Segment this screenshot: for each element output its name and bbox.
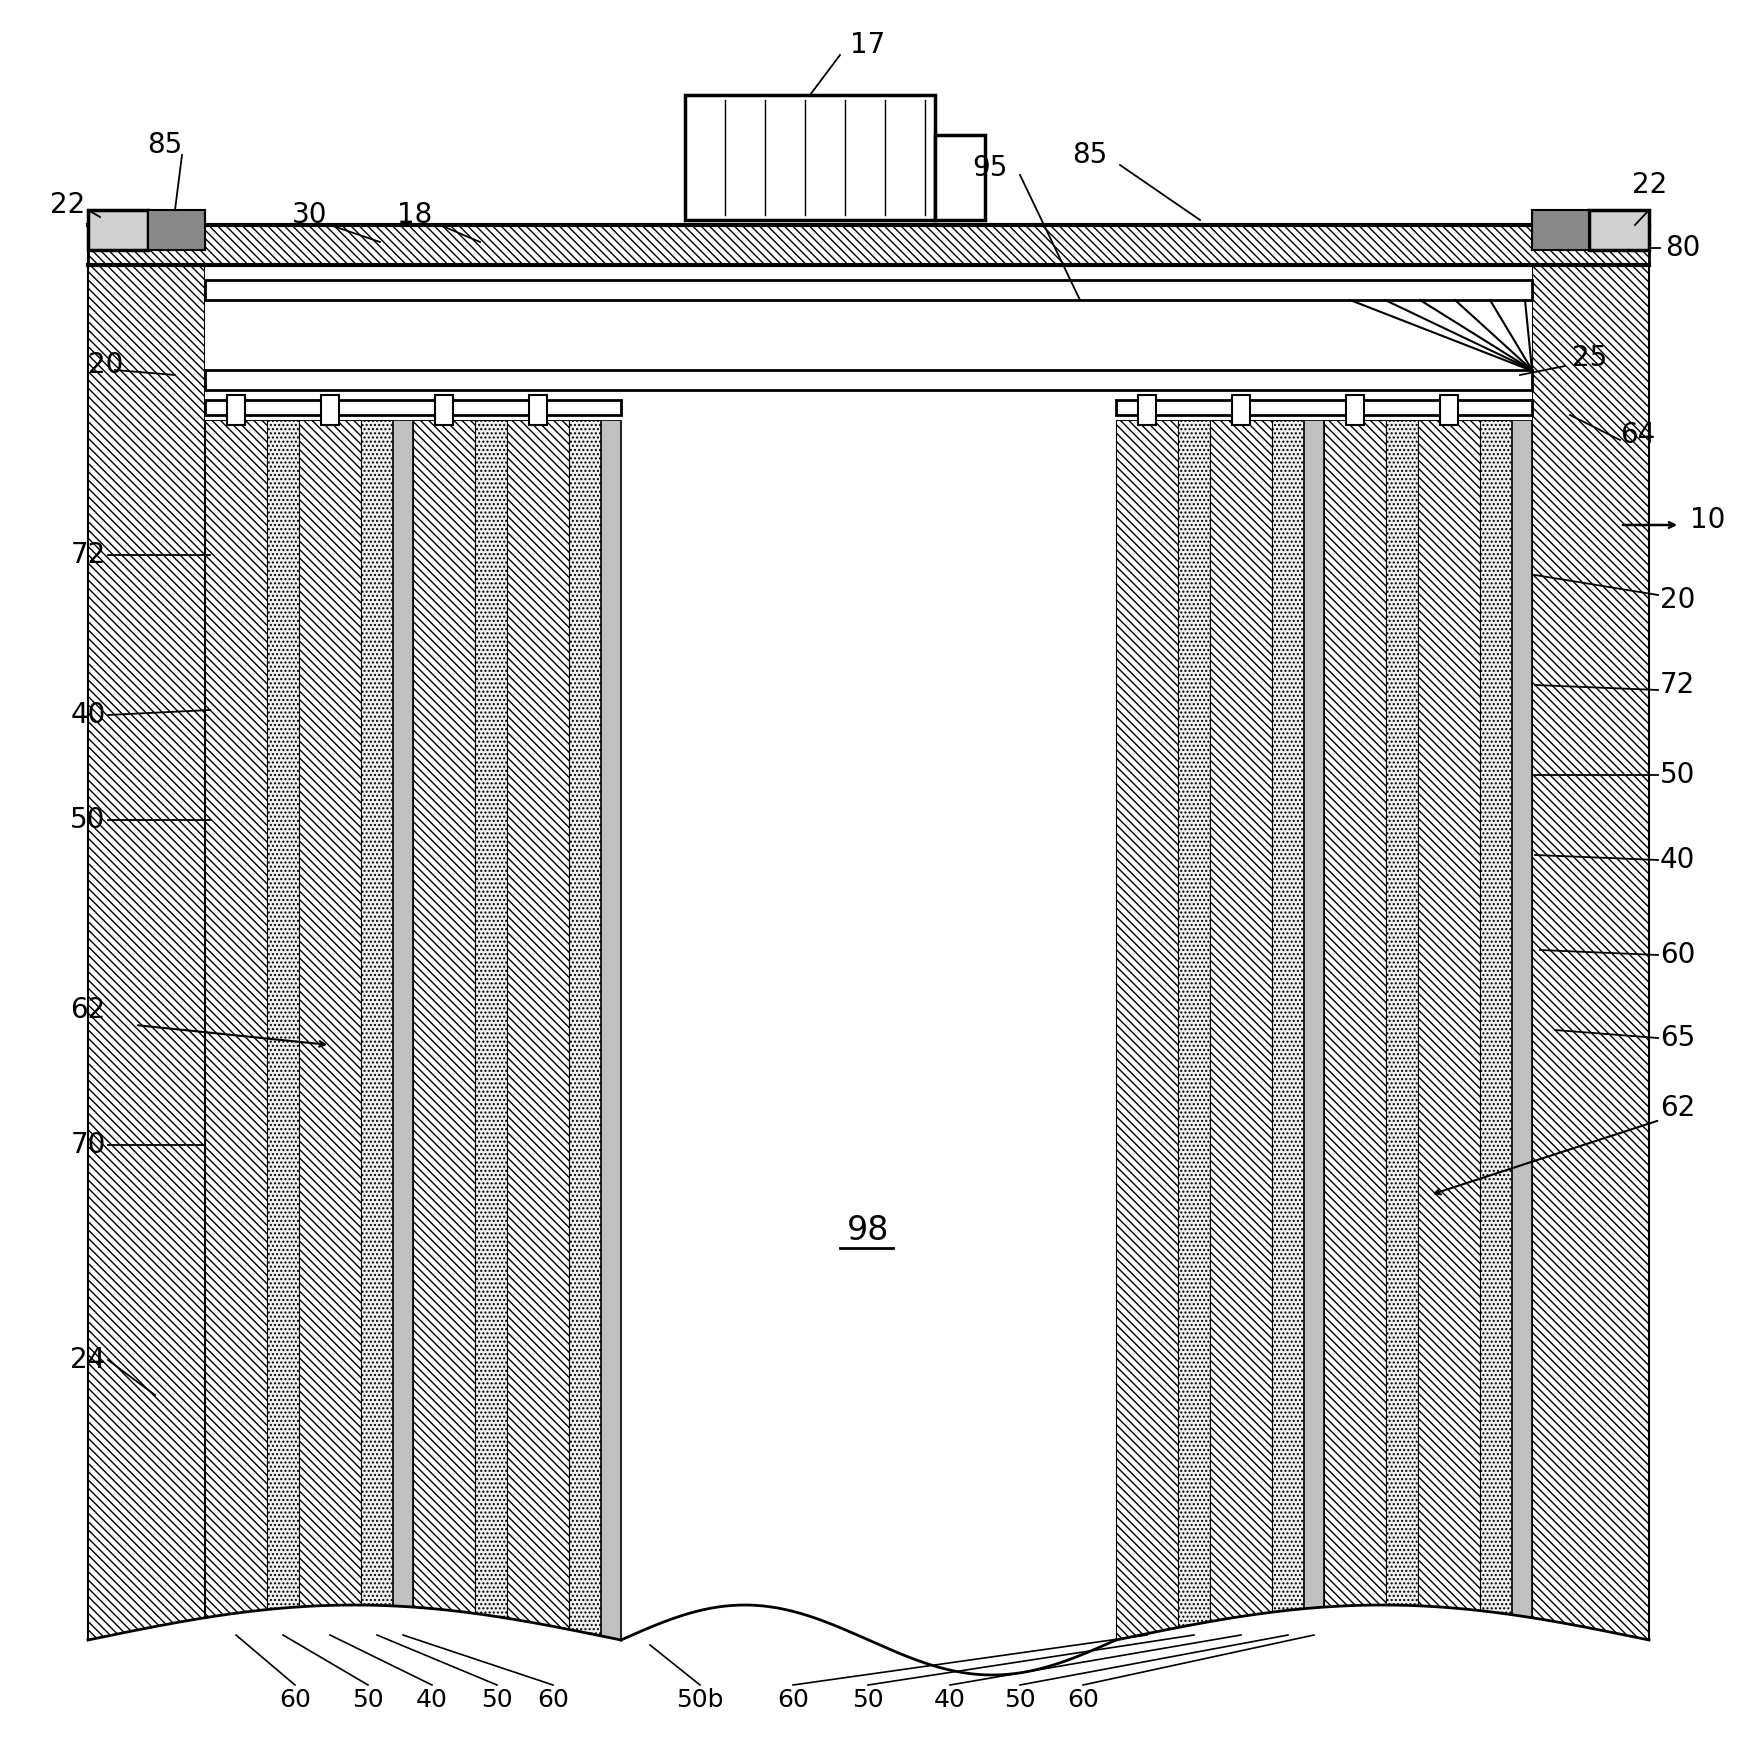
Bar: [205, 421, 267, 1639]
Text: 40: 40: [935, 1689, 966, 1712]
Bar: [205, 264, 1532, 421]
Text: 20: 20: [89, 350, 123, 379]
Text: 22: 22: [1633, 171, 1668, 199]
Bar: [89, 225, 1648, 264]
Bar: [507, 421, 570, 1639]
Bar: [474, 421, 507, 1639]
Text: 50: 50: [853, 1689, 884, 1712]
Bar: [1440, 394, 1457, 424]
Bar: [148, 210, 205, 250]
Bar: [205, 400, 622, 416]
Text: 60: 60: [280, 1689, 311, 1712]
Bar: [267, 421, 299, 1639]
Bar: [1589, 210, 1648, 250]
Bar: [1532, 231, 1648, 1639]
Bar: [1178, 421, 1211, 1639]
Bar: [1386, 421, 1417, 1639]
Text: 50: 50: [353, 1689, 384, 1712]
Text: 17: 17: [851, 32, 886, 60]
Text: 60: 60: [537, 1689, 570, 1712]
Bar: [413, 421, 474, 1639]
Bar: [1271, 421, 1304, 1639]
Text: 98: 98: [848, 1213, 889, 1247]
Text: 50: 50: [481, 1689, 512, 1712]
Bar: [299, 421, 361, 1639]
Text: 40: 40: [417, 1689, 448, 1712]
Text: 70: 70: [69, 1131, 106, 1159]
Text: 65: 65: [1661, 1023, 1695, 1051]
Bar: [1532, 210, 1589, 250]
Text: 85: 85: [1072, 141, 1108, 169]
Text: 30: 30: [292, 201, 328, 229]
Bar: [622, 421, 1115, 1639]
Bar: [361, 421, 393, 1639]
Text: 60: 60: [776, 1689, 809, 1712]
Text: 72: 72: [1661, 671, 1695, 699]
Bar: [1511, 421, 1532, 1639]
Text: 62: 62: [71, 997, 106, 1023]
Text: 40: 40: [1661, 845, 1695, 873]
Text: 50b: 50b: [676, 1689, 724, 1712]
Bar: [1115, 400, 1532, 416]
Text: 10: 10: [1690, 505, 1725, 534]
Bar: [570, 421, 601, 1639]
Bar: [1480, 421, 1511, 1639]
Bar: [1304, 421, 1324, 1639]
Text: 72: 72: [71, 541, 106, 569]
Bar: [1346, 394, 1364, 424]
Text: 50: 50: [1661, 761, 1695, 789]
Text: 40: 40: [69, 701, 106, 729]
Bar: [205, 370, 1532, 389]
Bar: [393, 421, 413, 1639]
Text: 64: 64: [1621, 421, 1655, 449]
Text: 50: 50: [1004, 1689, 1035, 1712]
Bar: [601, 421, 622, 1639]
Bar: [1211, 421, 1271, 1639]
Text: 50: 50: [69, 807, 106, 835]
Text: 85: 85: [148, 130, 182, 158]
Text: 20: 20: [1661, 586, 1695, 615]
Bar: [530, 394, 547, 424]
Text: 60: 60: [1661, 940, 1695, 969]
Bar: [434, 394, 453, 424]
Bar: [205, 280, 1532, 299]
Text: 24: 24: [71, 1345, 106, 1374]
Text: 62: 62: [1661, 1094, 1695, 1122]
Text: 80: 80: [1666, 234, 1701, 262]
Bar: [89, 231, 205, 1639]
Bar: [1138, 394, 1157, 424]
Bar: [228, 394, 245, 424]
Bar: [1115, 421, 1178, 1639]
Text: 22: 22: [50, 190, 85, 218]
Bar: [1232, 394, 1251, 424]
Bar: [935, 136, 985, 220]
Text: 95: 95: [973, 153, 1007, 181]
Bar: [684, 95, 935, 220]
Bar: [89, 210, 148, 250]
Text: 60: 60: [1067, 1689, 1100, 1712]
Text: 18: 18: [398, 201, 433, 229]
Bar: [1417, 421, 1480, 1639]
Bar: [1324, 421, 1386, 1639]
Text: 25: 25: [1572, 343, 1608, 372]
Bar: [321, 394, 339, 424]
